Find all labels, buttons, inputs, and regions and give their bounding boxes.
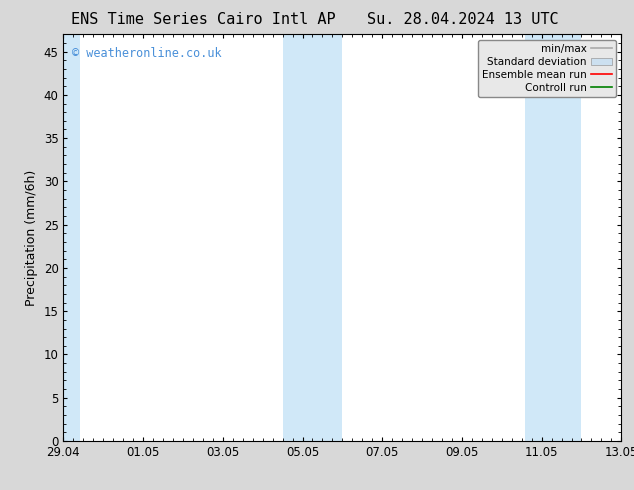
- Text: © weatheronline.co.uk: © weatheronline.co.uk: [72, 47, 221, 59]
- Legend: min/max, Standard deviation, Ensemble mean run, Controll run: min/max, Standard deviation, Ensemble me…: [478, 40, 616, 97]
- Bar: [283, 34, 342, 441]
- Text: Su. 28.04.2024 13 UTC: Su. 28.04.2024 13 UTC: [367, 12, 559, 27]
- Bar: [63, 34, 80, 441]
- Text: ENS Time Series Cairo Intl AP: ENS Time Series Cairo Intl AP: [70, 12, 335, 27]
- Bar: [525, 34, 581, 441]
- Y-axis label: Precipitation (mm/6h): Precipitation (mm/6h): [25, 170, 38, 306]
